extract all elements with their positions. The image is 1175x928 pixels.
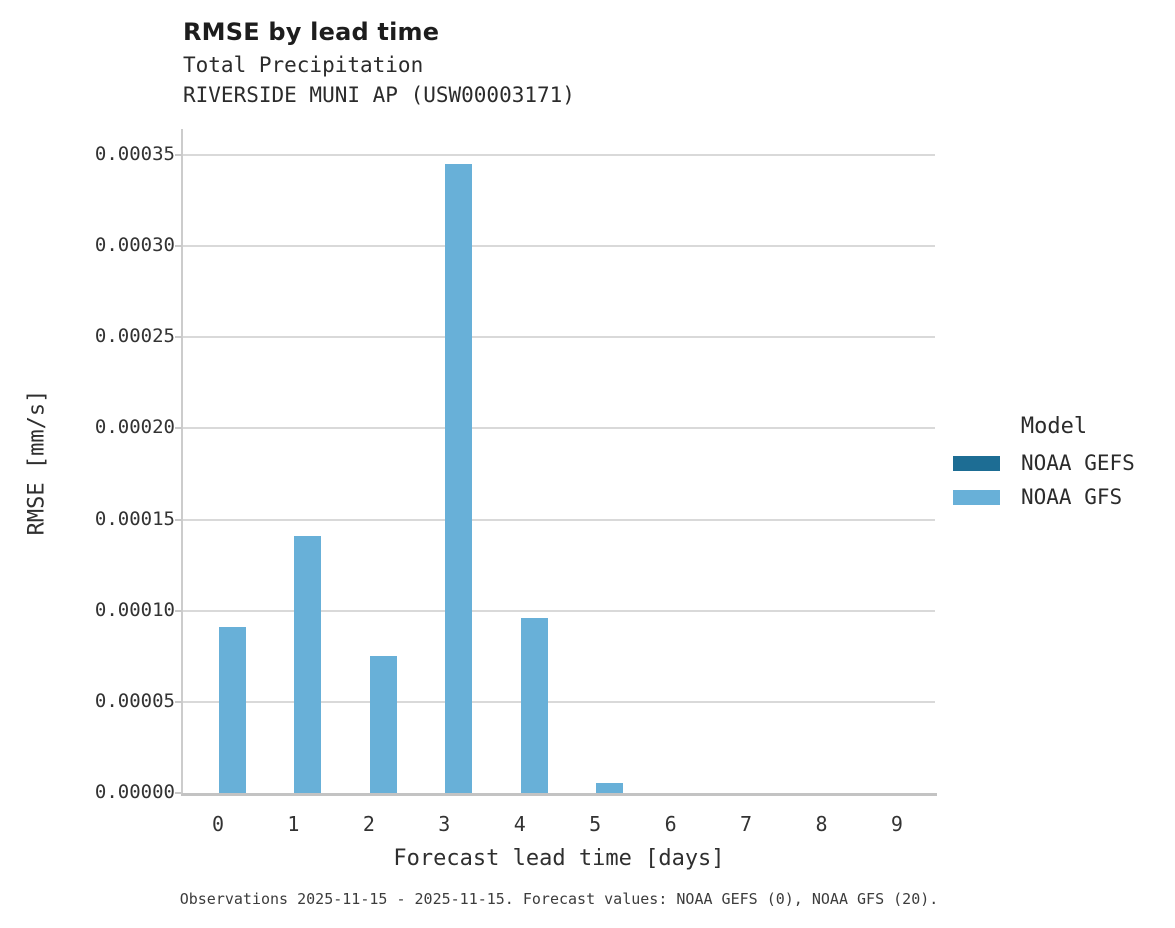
x-tick-label-3: 3 xyxy=(438,812,451,836)
gridline-y-0.00020 xyxy=(183,427,935,430)
gridline-y-0.00035 xyxy=(183,154,935,156)
chart-subtitle-station: RIVERSIDE MUNI AP (USW00003171) xyxy=(183,83,575,107)
y-tick-label: 0.00015 xyxy=(94,507,175,530)
legend-label-noaa-gefs: NOAA GEFS xyxy=(1021,451,1135,475)
bar-noaa-gfs-lead-4 xyxy=(520,618,548,793)
gridline-y-0.00030 xyxy=(183,245,935,248)
bar-noaa-gfs-lead-0 xyxy=(219,627,246,793)
y-tick-mark xyxy=(175,518,182,521)
x-tick-label-8: 8 xyxy=(815,812,828,836)
bar-noaa-gfs-lead-3 xyxy=(445,164,473,793)
y-tick-mark xyxy=(175,700,182,703)
x-tick-label-2: 2 xyxy=(362,812,375,836)
y-axis-spine xyxy=(181,129,183,796)
bar-noaa-gfs-lead-2 xyxy=(369,656,397,793)
y-tick-mark xyxy=(175,427,182,430)
y-axis-title: RMSE [mm/s] xyxy=(24,389,50,536)
legend-swatch-noaa-gfs xyxy=(953,489,1000,505)
y-tick-mark xyxy=(175,336,182,339)
legend-label-noaa-gfs: NOAA GFS xyxy=(1021,485,1123,509)
y-tick-mark xyxy=(175,792,182,794)
chart-subtitle-variable: Total Precipitation xyxy=(183,53,424,77)
y-tick-label: 0.00025 xyxy=(94,325,175,348)
legend-swatch-noaa-gefs xyxy=(953,455,1000,471)
gridline-y-0.00015 xyxy=(183,518,935,521)
y-tick-label: 0.00010 xyxy=(94,598,175,621)
y-tick-mark xyxy=(175,245,182,248)
x-tick-label-7: 7 xyxy=(740,812,753,836)
y-tick-label: 0.00005 xyxy=(94,689,175,712)
y-tick-label: 0.00020 xyxy=(94,416,175,439)
x-tick-label-1: 1 xyxy=(287,812,300,836)
legend-entry-noaa-gfs: NOAA GFS xyxy=(953,485,1122,509)
x-tick-label-0: 0 xyxy=(211,812,225,836)
y-tick-label: 0.00030 xyxy=(94,234,175,257)
legend-title: Model xyxy=(1020,414,1088,439)
x-tick-label-9: 9 xyxy=(890,812,903,836)
y-tick-mark xyxy=(175,154,182,156)
bar-noaa-gfs-lead-1 xyxy=(294,535,322,793)
x-tick-label-6: 6 xyxy=(664,812,677,836)
gridline-y-0.00010 xyxy=(183,609,935,612)
y-tick-mark xyxy=(175,609,182,612)
chart-title: RMSE by lead time xyxy=(183,18,440,46)
y-tick-label: 0.00000 xyxy=(94,781,175,803)
gridline-y-0.00005 xyxy=(183,700,935,703)
x-tick-label-5: 5 xyxy=(589,812,602,836)
x-axis-spine xyxy=(181,793,937,796)
caption: Observations 2025-11-15 - 2025-11-15. Fo… xyxy=(179,890,939,908)
y-tick-label: 0.00035 xyxy=(94,143,175,165)
x-tick-label-4: 4 xyxy=(513,812,526,836)
gridline-y-0.00025 xyxy=(183,336,935,339)
legend-entry-noaa-gefs: NOAA GEFS xyxy=(953,451,1135,475)
bar-noaa-gfs-lead-5 xyxy=(596,782,624,793)
x-axis-title: Forecast lead time [days] xyxy=(393,846,725,871)
